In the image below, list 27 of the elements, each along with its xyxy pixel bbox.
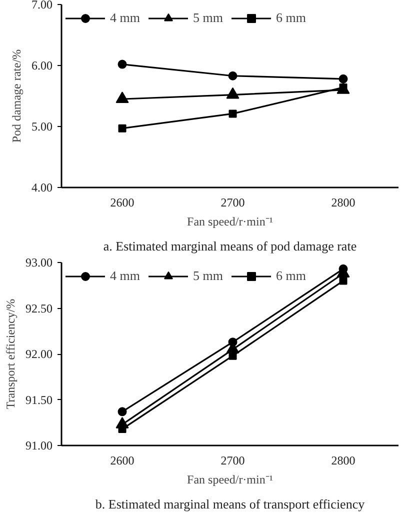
- legend-label: 4 mm: [110, 268, 140, 284]
- x-tick-label: 2700: [220, 196, 245, 210]
- y-axis-title: Pod damage rate/%: [10, 49, 24, 143]
- legend-label: 5 mm: [192, 268, 223, 284]
- text: a. Estimated marginal means of pod damage rate: [103, 238, 357, 254]
- x-tick-label: 2600: [110, 454, 134, 468]
- x-tick-label: 2800: [331, 196, 356, 210]
- y-tick-label: 92.50: [26, 301, 52, 316]
- legend-label: 6 mm: [276, 10, 306, 26]
- legend-label: 5 mm: [192, 10, 223, 26]
- text: b. Estimated marginal means of transport efficiency: [95, 496, 366, 512]
- y-tick-label: 91.00: [26, 438, 52, 452]
- y-tick-label: 5.00: [32, 120, 52, 134]
- y-axis-title: Transport efficiency/%: [4, 298, 18, 410]
- x-tick-label: 2600: [110, 196, 134, 210]
- y-tick-label: 6.00: [32, 58, 52, 72]
- y-tick-label: 4.00: [32, 180, 52, 194]
- y-tick-label: 7.00: [32, 0, 52, 12]
- y-tick-label: 92.00: [26, 347, 52, 361]
- x-tick-label: 2800: [331, 454, 356, 468]
- y-tick-label: 91.50: [26, 392, 52, 407]
- y-tick-label: 93.00: [26, 256, 52, 270]
- x-axis-title: Fan speed/r·min⁻¹: [187, 214, 274, 228]
- x-axis-title: Fan speed/r·min⁻¹: [187, 472, 274, 486]
- legend-label: 6 mm: [276, 268, 306, 284]
- x-tick-label: 2700: [220, 454, 245, 468]
- legend-label: 4 mm: [110, 10, 140, 26]
